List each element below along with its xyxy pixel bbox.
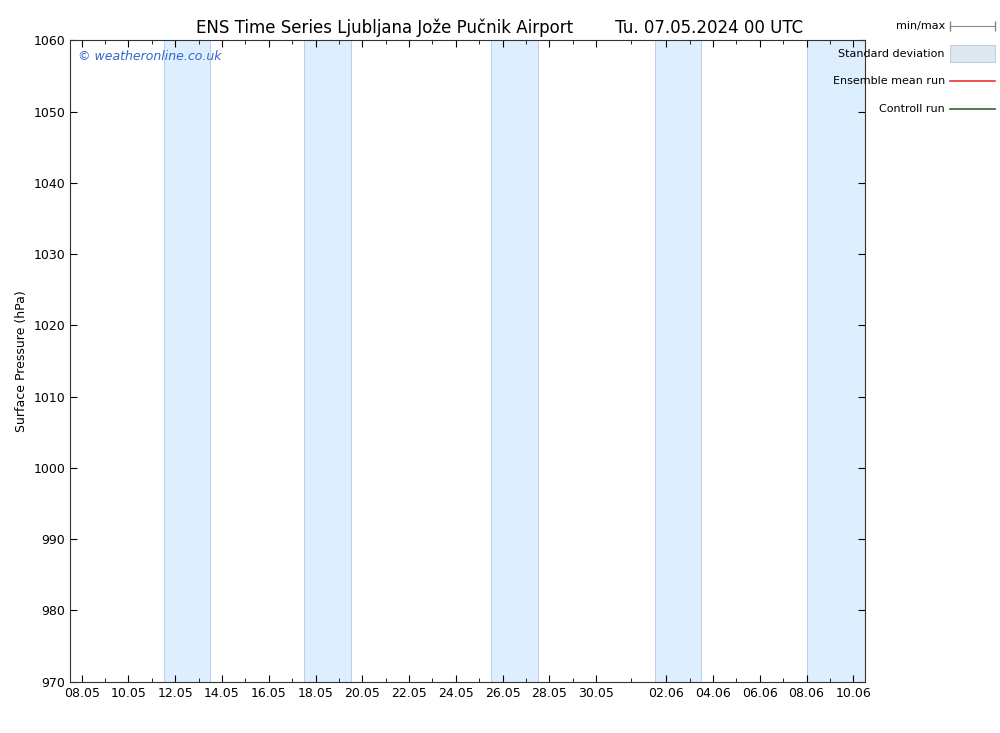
Y-axis label: Surface Pressure (hPa): Surface Pressure (hPa) <box>15 290 28 432</box>
Bar <box>807 40 865 682</box>
Text: Controll run: Controll run <box>879 104 945 114</box>
Text: © weatheronline.co.uk: © weatheronline.co.uk <box>78 50 221 63</box>
Text: ENS Time Series Ljubljana Jože Pučnik Airport        Tu. 07.05.2024 00 UTC: ENS Time Series Ljubljana Jože Pučnik Ai… <box>196 18 804 37</box>
Bar <box>164 40 210 682</box>
Text: Standard deviation: Standard deviation <box>838 48 945 59</box>
Bar <box>491 40 538 682</box>
Bar <box>304 40 351 682</box>
Text: min/max: min/max <box>896 21 945 31</box>
Text: Ensemble mean run: Ensemble mean run <box>833 76 945 86</box>
Bar <box>655 40 701 682</box>
